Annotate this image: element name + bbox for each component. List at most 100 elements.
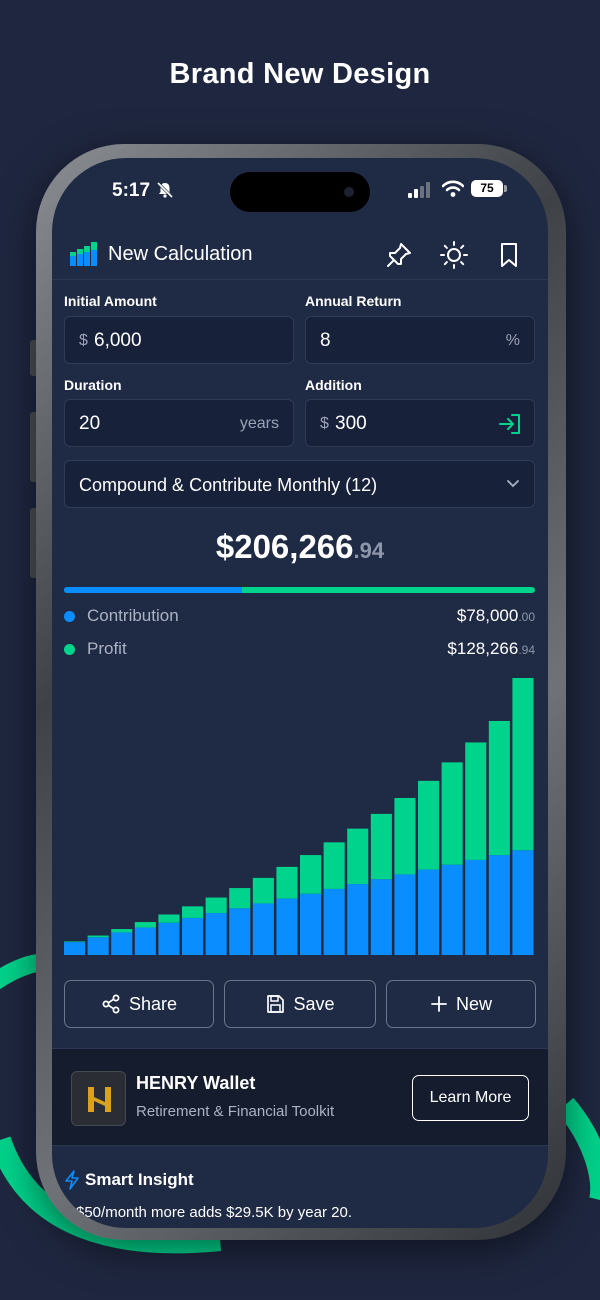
contribution-bar-3: [111, 932, 133, 955]
sun-icon[interactable]: [439, 240, 469, 270]
save-button[interactable]: Save: [224, 980, 376, 1028]
promo-title: Brand New Design: [169, 58, 431, 90]
addition-input[interactable]: $ 300: [305, 399, 535, 447]
battery-tip: [504, 185, 507, 192]
contribution-bar-4: [134, 927, 156, 955]
logo-bars-icon: [70, 242, 97, 266]
profit-bar-20: [512, 678, 534, 851]
contribution-bar-6: [182, 917, 204, 955]
plus-icon: [431, 996, 447, 1012]
contribution-bar-7: [205, 913, 227, 955]
legend-profit: Profit $128,266.94: [64, 637, 535, 661]
contribution-bar-13: [347, 884, 369, 955]
signal-icon: [408, 182, 430, 198]
share-label: Share: [128, 993, 178, 1014]
chevron-down-icon: [507, 480, 519, 488]
contribution-dot: [64, 611, 75, 622]
phone-screen: 5:17 75: [52, 158, 548, 1228]
addition-value: 300: [335, 413, 367, 434]
share-button[interactable]: Share: [64, 980, 214, 1028]
insight-text: $50/month more adds $29.5K by year 20.: [76, 1204, 353, 1221]
new-button[interactable]: New: [386, 980, 536, 1028]
contribution-bar-17: [441, 864, 463, 955]
profit-bar-8: [229, 888, 251, 909]
bell-slash-icon: [156, 181, 174, 199]
profit-bar-5: [158, 914, 180, 923]
contribution-profit-bar: [64, 587, 535, 593]
total-amount-main: $206,266: [215, 528, 354, 565]
share-icon: [102, 994, 120, 1014]
contribution-amount-cents: .00: [518, 610, 535, 624]
pin-icon[interactable]: [384, 240, 414, 270]
total-amount-cents: .94: [353, 538, 385, 563]
contribution-bar-8: [229, 908, 251, 955]
annual-return-input[interactable]: 8 %: [305, 316, 535, 364]
addition-label: Addition: [305, 377, 362, 393]
percent-suffix: %: [505, 332, 520, 349]
contribution-amount-main: $78,000: [456, 606, 519, 625]
contribution-bar-2: [87, 937, 109, 955]
enter-icon[interactable]: [498, 413, 522, 435]
profit-bar-12: [323, 842, 345, 889]
volume-down-button: [30, 508, 38, 578]
profit-bar-13: [347, 828, 369, 885]
legend-label: Profit: [87, 639, 127, 658]
profit-bar-3: [111, 929, 133, 933]
profit-bar-17: [441, 762, 463, 865]
contribution-bar-11: [300, 893, 322, 955]
bookmark-icon[interactable]: [494, 240, 524, 270]
wifi-icon: [442, 180, 464, 197]
contribution-bar-18: [465, 859, 487, 955]
currency-prefix: $: [320, 415, 329, 432]
contribution-share-fill: [64, 587, 243, 593]
lightning-icon: [65, 1170, 79, 1190]
duration-label: Duration: [64, 377, 122, 393]
contribution-bar-14: [370, 879, 392, 955]
volume-up-button: [30, 412, 38, 482]
profit-bar-9: [252, 877, 274, 904]
contribution-bar-5: [158, 922, 180, 955]
compound-frequency-value: Compound & Contribute Monthly (12): [79, 475, 378, 495]
contribution-amount: $78,000.00: [457, 606, 535, 626]
profit-bar-16: [418, 780, 440, 870]
profit-bar-6: [182, 906, 204, 918]
legend-label: Contribution: [87, 606, 179, 625]
profit-bar-11: [300, 855, 322, 894]
contribution-bar-16: [418, 869, 440, 955]
initial-amount-value: 6,000: [94, 330, 142, 351]
legend-contribution: Contribution $78,000.00: [64, 604, 535, 628]
insight-title: Smart Insight: [85, 1170, 194, 1189]
years-suffix: years: [239, 415, 279, 432]
profit-bar-15: [394, 797, 416, 875]
contribution-bar-15: [394, 874, 416, 955]
contribution-bar-10: [276, 898, 298, 955]
profit-bar-10: [276, 866, 298, 899]
profit-amount: $128,266.94: [447, 639, 535, 659]
contribution-bar-1: [64, 942, 86, 955]
ad-card: HENRY Wallet Retirement & Financial Tool…: [52, 1048, 548, 1146]
ad-title: HENRY Wallet: [136, 1073, 256, 1093]
app-title: New Calculation: [108, 243, 253, 265]
compound-frequency-select[interactable]: Compound & Contribute Monthly (12): [64, 460, 535, 508]
profit-dot: [64, 644, 75, 655]
henry-logo-icon: [88, 1087, 111, 1112]
save-label: Save: [293, 993, 335, 1014]
profit-amount-cents: .94: [518, 643, 535, 657]
initial-amount-label: Initial Amount: [64, 293, 157, 309]
annual-return-value: 8: [320, 330, 331, 351]
new-label: New: [455, 993, 492, 1014]
contribution-bar-12: [323, 888, 345, 955]
profit-bar-2: [87, 935, 109, 938]
profit-bar-19: [488, 720, 510, 856]
status-bar: 5:17 75: [52, 158, 548, 222]
profit-bar-14: [370, 813, 392, 880]
total-amount: $206,266.94: [52, 528, 548, 566]
initial-amount-input[interactable]: $ 6,000: [64, 316, 294, 364]
henry-wallet-logo: [71, 1071, 126, 1126]
duration-input[interactable]: 20 years: [64, 399, 294, 447]
app-header: New Calculation: [52, 230, 548, 280]
annual-return-label: Annual Return: [305, 293, 402, 309]
profit-amount-main: $128,266: [447, 639, 519, 658]
profit-bar-4: [134, 922, 156, 928]
learn-more-button[interactable]: Learn More: [412, 1075, 529, 1121]
